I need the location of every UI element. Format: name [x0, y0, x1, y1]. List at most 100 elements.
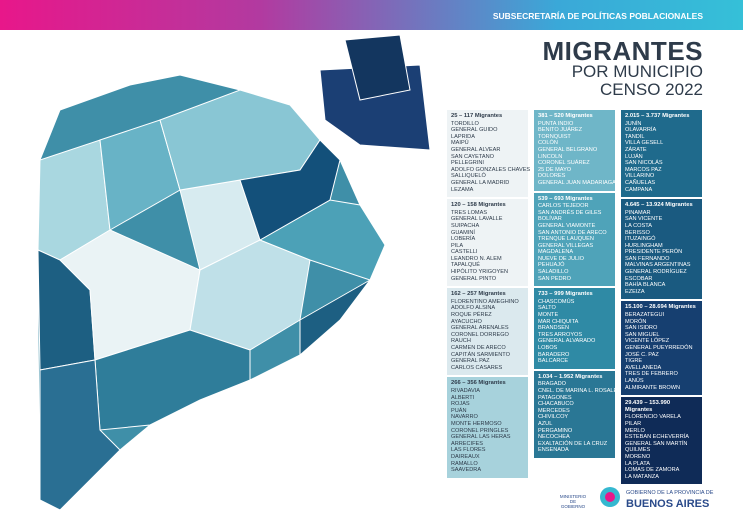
municipality: TAPALQUÉ: [451, 262, 481, 269]
municipality: AVELLANEDA: [625, 364, 662, 371]
municipality: MAR CHIQUITA: [538, 318, 579, 325]
municipality: BENITO JUÁREZ: [538, 127, 583, 134]
municipality: GENERAL PINTO: [451, 275, 497, 282]
municipality: TORDILLO: [451, 120, 479, 127]
municipality: PUÁN: [451, 407, 467, 414]
municipality: CORONEL PRINGLES: [451, 427, 509, 434]
municipality: GENERAL PUEYRREDÓN: [625, 345, 693, 351]
municipality: GENERAL VILLEGAS: [538, 242, 594, 249]
municipality: NECOCHEA: [538, 434, 570, 441]
municipality: GENERAL ALVEAR: [451, 146, 501, 153]
municipality: GUAMINÍ: [451, 229, 475, 236]
municipality: CARLOS TEJEDOR: [538, 203, 589, 210]
legend-group: 4.645 – 13.924 Migrantes PINAMAR SAN VICEN…: [621, 199, 702, 300]
title: MIGRANTES: [542, 36, 703, 66]
municipality: SAN FERNANDO: [625, 255, 670, 262]
municipality: GENERAL BELGRANO: [538, 146, 598, 153]
municipality: VILLA GESELL: [625, 140, 664, 147]
subtitle: SUBSECRETARÍA DE POLÍTICAS POBLACIONALES: [492, 11, 703, 21]
municipality: ALBERTI: [451, 394, 475, 401]
legend-group: 25 – 117 Migrantes TORDILLO GENERAL GUIDO L…: [447, 110, 531, 198]
municipality: VILLARINO: [625, 173, 655, 180]
municipality: GENERAL SAN MARTÍN: [625, 440, 688, 447]
municipality: HIPÓLITO YRIGOYEN: [451, 269, 508, 276]
municipality: MARCOS PAZ: [625, 166, 662, 173]
municipality: LOBERÍA: [451, 236, 476, 243]
municipality: LOMAS DE ZAMORA: [625, 467, 680, 474]
municipality: ROQUE PÉREZ: [451, 312, 492, 319]
municipality: EXALTACIÓN DE LA CRUZ: [538, 440, 608, 447]
municipality: LA MATANZA: [625, 473, 659, 480]
municipality: PILA: [451, 242, 464, 249]
municipality: GENERAL LAVALLE: [451, 216, 503, 223]
municipality: CNEL. DE MARINA L. ROSALES: [538, 387, 621, 394]
municipality: BRAGADO: [538, 381, 566, 388]
municipality: CAÑUELAS: [625, 179, 656, 186]
range-label: 15.100 – 28.694 Migrantes: [625, 304, 696, 311]
range-label: 2.015 – 3.737 Migrantes: [625, 113, 690, 119]
municipality: SAN ISIDRO: [625, 325, 658, 332]
municipality: TANDIL: [625, 133, 645, 140]
range-label: 381 – 520 Migrantes: [538, 113, 593, 119]
municipality: FLORENTINO AMEGHINO: [451, 298, 519, 305]
municipality: SAN PEDRO: [538, 275, 571, 282]
municipality: CHIVILCOY: [538, 414, 569, 421]
municipality: LA COSTA: [625, 222, 652, 229]
municipality: RAMALLO: [451, 460, 478, 467]
municipality: 25 DE MAYO: [538, 166, 572, 173]
municipality: CHACABUCO: [538, 401, 574, 408]
range-label: 733 – 999 Migrantes: [538, 291, 593, 298]
municipality: LOBOS: [538, 345, 558, 351]
municipality: MERLO: [625, 427, 645, 434]
municipality: GENERAL PAZ: [451, 358, 490, 365]
municipality: GENERAL VIAMONTE: [538, 222, 596, 229]
top-bar: [0, 0, 743, 30]
municipality: JUNÍN: [625, 120, 642, 127]
municipality: SAN ANDRÉS DE GILES: [538, 209, 602, 216]
municipality: CORONEL SUÁREZ: [538, 160, 590, 167]
municipality: PERGAMINO: [538, 427, 573, 434]
municipality: DOLORES: [538, 173, 566, 180]
municipality: GENERAL RODRÍGUEZ: [625, 269, 687, 276]
legend-column: 2.015 – 3.737 Migrantes JUNÍN OLAVARRÍA TAN…: [621, 110, 702, 485]
municipality: LINCOLN: [538, 153, 563, 160]
municipality: MORÓN: [625, 318, 647, 325]
range-label: 266 – 356 Migrantes: [451, 380, 506, 387]
legend-group: 120 – 158 Migrantes TRES LOMAS GENERAL LAV…: [447, 199, 528, 287]
municipality: RIVADAVIA: [451, 387, 481, 394]
legend-group: 15.100 – 28.694 Migrantes BERAZATEGUI MORÓ…: [621, 301, 702, 396]
municipality: LAPRIDA: [451, 133, 475, 140]
municipality: TRES ARROYOS: [538, 331, 583, 338]
municipality: SALLIQUELÓ: [451, 173, 486, 180]
municipality: ZÁRATE: [625, 146, 647, 153]
municipality: GENERAL LAS HERAS: [451, 434, 511, 441]
municipality: ADOLFO GONZALES CHAVES: [451, 166, 531, 173]
municipality: PRESIDENTE PERÓN: [625, 249, 683, 256]
municipality: SAN CAYETANO: [451, 153, 494, 160]
municipality: COLÓN: [538, 140, 558, 147]
range-label: 25 – 117 Migrantes: [451, 113, 503, 119]
municipality: ROJAS: [451, 401, 470, 408]
range-label: 1.034 – 1.952 Migrantes: [538, 373, 603, 380]
legend-group: 381 – 520 Migrantes PUNTA INDIO BENITO JUÁ…: [534, 110, 616, 191]
municipality: QUILMES: [625, 447, 651, 454]
municipality: ENSENADA: [538, 447, 569, 454]
municipality: MAIPÚ: [451, 140, 469, 147]
municipality: NUEVE DE JULIO: [538, 255, 585, 262]
range-label: 539 – 693 Migrantes: [538, 195, 593, 202]
municipality: TRES DE FEBRERO: [625, 371, 678, 378]
municipality: BARADERO: [538, 351, 570, 358]
municipality: CAMPANA: [625, 186, 653, 193]
municipality: TORNQUIST: [538, 133, 571, 140]
municipality: PATAGONES: [538, 394, 572, 401]
municipality: RAUCH: [451, 338, 471, 345]
municipality: GENERAL ALVARADO: [538, 338, 596, 345]
municipality: CARLOS CASARES: [451, 364, 503, 371]
municipality: LAS FLORES: [451, 447, 486, 454]
municipality: JOSÉ C. PAZ: [625, 351, 659, 358]
municipality: HURLINGHAM: [625, 242, 663, 249]
municipality: PELLEGRINI: [451, 160, 484, 167]
municipality: PINAMAR: [625, 209, 651, 216]
municipality: FLORENCIO VARELA: [625, 414, 681, 421]
municipality: SALADILLO: [538, 269, 569, 276]
